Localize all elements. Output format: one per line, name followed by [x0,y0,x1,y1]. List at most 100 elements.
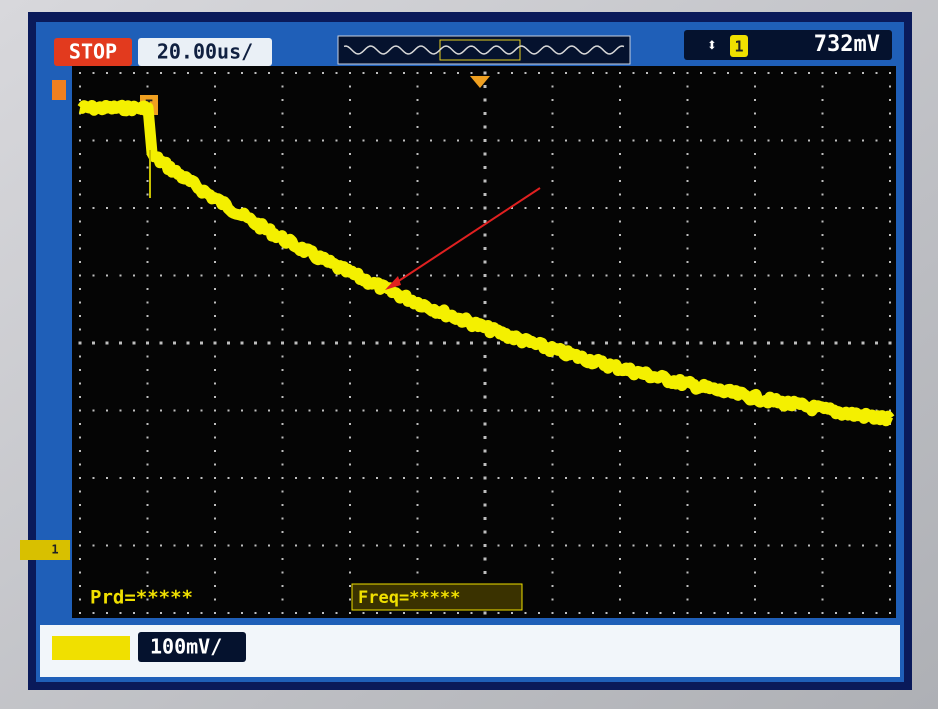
grid-dot [552,329,554,331]
grid-dot [79,612,81,614]
grid-dot [822,437,824,439]
grid-dot [349,234,351,236]
grid-dot [133,275,135,277]
grid-dot [754,207,756,209]
grid-dot [214,585,216,587]
grid-dot [241,545,243,547]
grid-dot [660,477,662,479]
grid-dot [282,369,284,371]
grid-dot [417,261,419,263]
grid-dot [484,396,487,399]
grid-dot [754,302,756,304]
grid-dot [417,504,419,506]
grid-dot [484,247,487,250]
grid-dot [471,477,473,479]
grid-dot [160,275,162,277]
grid-dot [417,86,419,88]
grid-dot [781,140,783,142]
grid-dot [147,423,149,425]
grid-dot [754,288,756,290]
grid-dot [646,140,648,142]
grid-dot [822,531,824,533]
grid-dot [781,545,783,547]
grid-dot [471,545,473,547]
grid-dot [214,248,216,250]
grid-dot [822,545,824,547]
grid-dot [700,477,702,479]
grid-dot [417,126,419,128]
grid-dot [876,477,878,479]
grid-dot [565,72,567,74]
grid-dot [214,396,216,398]
grid-dot [619,450,621,452]
grid-dot [592,275,594,277]
grid-dot [120,545,122,547]
grid-dot [430,477,432,479]
channel-marker: 1 [51,543,58,557]
grid-dot [430,140,432,142]
grid-dot [282,302,284,304]
grid-dot [876,207,878,209]
grid-dot [889,504,891,506]
grid-dot [889,140,891,142]
grid-dot [619,396,621,398]
grid-dot [511,545,513,547]
grid-dot [687,167,689,169]
grid-dot [349,140,351,142]
grid-dot [417,383,419,385]
grid-dot [592,207,594,209]
grid-dot [889,572,891,574]
grid-dot [174,410,176,412]
grid-dot [349,585,351,587]
grid-dot [187,140,189,142]
grid-dot [687,572,689,574]
grid-dot [241,342,244,345]
grid-dot [822,99,824,101]
grid-dot [214,113,216,115]
grid-dot [754,167,756,169]
grid-dot [822,302,824,304]
grid-dot [552,545,554,547]
grid-dot [646,72,648,74]
grid-dot [349,437,351,439]
grid-dot [754,99,756,101]
grid-dot [592,72,594,74]
grid-dot [619,356,621,358]
grid-dot [538,477,540,479]
grid-dot [619,531,621,533]
grid-dot [160,545,162,547]
grid-dot [822,248,824,250]
grid-dot [417,612,419,614]
grid-dot [484,355,487,358]
grid-dot [768,410,770,412]
grid-dot [687,261,689,263]
grid-dot [876,275,878,277]
grid-dot [822,599,824,601]
grid-dot [619,113,621,115]
grid-dot [255,477,257,479]
grid-dot [646,612,648,614]
grid-dot [147,302,149,304]
grid-dot [754,558,756,560]
grid-dot [687,234,689,236]
grid-dot [687,302,689,304]
grid-dot [565,140,567,142]
grid-dot [849,612,851,614]
grid-dot [362,342,365,345]
grid-dot [214,423,216,425]
grid-dot [822,234,824,236]
grid-dot [444,410,446,412]
grid-dot [727,275,729,277]
grid-dot [741,275,743,277]
grid-dot [174,275,176,277]
grid-dot [282,477,284,479]
grid-dot [106,275,108,277]
grid-dot [349,477,351,479]
grid-dot [633,72,635,74]
grid-dot [214,531,216,533]
grid-dot [552,558,554,560]
grid-dot [619,72,621,74]
grid-dot [484,477,486,479]
grid-dot [579,410,581,412]
grid-dot [268,342,271,345]
